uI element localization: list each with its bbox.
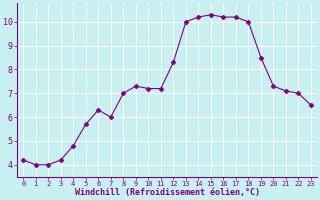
X-axis label: Windchill (Refroidissement éolien,°C): Windchill (Refroidissement éolien,°C)	[75, 188, 260, 197]
